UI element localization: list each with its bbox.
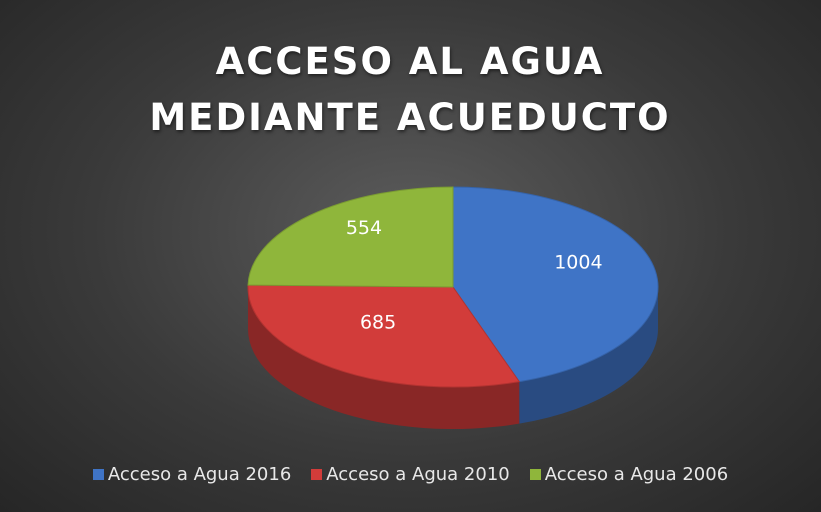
legend-item: Acceso a Agua 2010	[311, 464, 510, 485]
data-label: 685	[360, 312, 396, 334]
legend-swatch	[529, 469, 541, 480]
legend-label: Acceso a Agua 2006	[544, 464, 729, 485]
slice	[247, 186, 454, 288]
legend-label: Acceso a Agua 2010	[326, 464, 510, 485]
legend-label: Acceso a Agua 2016	[107, 464, 292, 485]
legend-item: Acceso a Agua 2016	[92, 464, 292, 485]
slice-side	[519, 287, 658, 424]
legend-swatch	[311, 469, 323, 480]
slice	[247, 284, 521, 388]
legend: Acceso a Agua 2016 Acceso a Agua 2010 Acce…	[0, 464, 821, 485]
data-label: 1004	[554, 251, 602, 273]
chart-title: ACCESO AL AGUA MEDIANTE ACUEDUCTO	[149, 40, 671, 139]
slice-side	[248, 287, 520, 429]
legend-swatch	[92, 469, 104, 480]
legend-item: Acceso a Agua 2006	[529, 464, 729, 485]
data-label: 554	[346, 217, 382, 239]
slice	[452, 186, 659, 383]
